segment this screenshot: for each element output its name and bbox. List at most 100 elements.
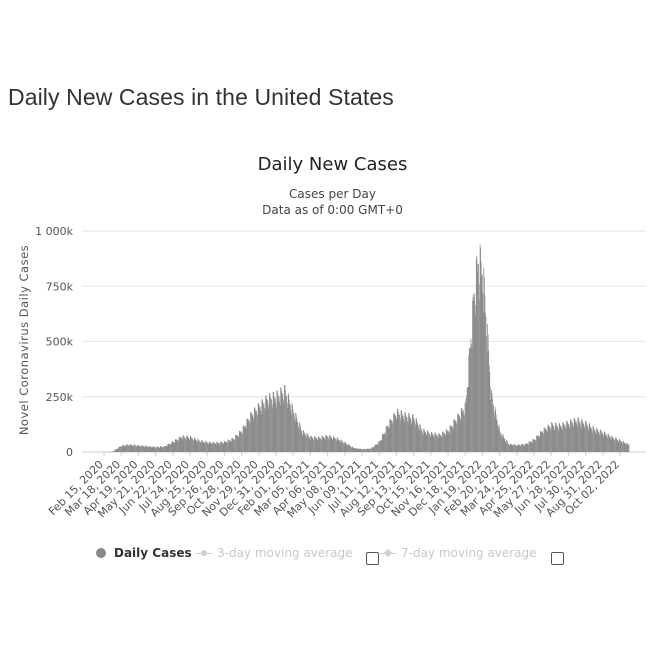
daily-case-bar (253, 420, 255, 452)
daily-case-bar (337, 437, 339, 452)
daily-case-bar (436, 435, 438, 452)
daily-case-bar (147, 447, 149, 452)
daily-case-bar (430, 437, 432, 452)
daily-case-bar (221, 442, 223, 452)
daily-case-bar (507, 442, 508, 452)
daily-case-bar (143, 446, 145, 452)
daily-case-bar (336, 437, 338, 452)
daily-case-bar (565, 429, 567, 452)
daily-case-bar (422, 434, 424, 452)
daily-case-bar (461, 407, 463, 452)
daily-case-bar (271, 399, 272, 452)
daily-case-bar (615, 437, 616, 452)
daily-case-bar (595, 434, 597, 452)
daily-case-bar (581, 419, 583, 452)
daily-case-bar (244, 427, 246, 452)
daily-case-bar (527, 443, 528, 452)
legend-item-daily-cases[interactable]: Daily Cases (96, 546, 192, 560)
daily-case-bar (304, 434, 306, 452)
daily-case-bar (230, 442, 232, 452)
daily-case-bar (478, 264, 479, 452)
daily-case-bar (350, 447, 352, 452)
daily-case-bar (201, 440, 203, 452)
daily-case-bar (410, 418, 412, 452)
daily-case-bar (599, 433, 600, 452)
daily-case-bar (357, 448, 359, 452)
daily-case-bar (563, 423, 565, 452)
legend-item-3-day-average[interactable]: 3-day moving average (196, 546, 352, 560)
daily-case-bar (607, 433, 609, 452)
daily-case-bar (553, 428, 555, 452)
daily-case-bar (535, 440, 537, 452)
daily-case-bar (500, 433, 502, 452)
daily-case-bar (159, 446, 161, 452)
daily-case-bar (542, 431, 543, 452)
daily-case-bar (311, 437, 313, 452)
daily-case-bar (339, 442, 341, 452)
daily-case-bar (169, 443, 171, 452)
daily-case-bar (383, 434, 385, 452)
daily-case-bar (437, 436, 438, 452)
daily-case-bar (135, 445, 136, 452)
daily-case-bar (522, 444, 524, 452)
daily-case-bar (427, 430, 428, 452)
daily-case-bar (160, 446, 162, 452)
3-day-average-checkbox[interactable] (366, 552, 379, 565)
daily-case-bar (469, 347, 471, 452)
daily-case-bar (603, 431, 605, 452)
daily-case-bar (584, 429, 586, 452)
daily-case-bar (163, 446, 165, 452)
daily-case-bar (438, 433, 440, 452)
daily-case-bar (329, 435, 331, 452)
daily-case-bar (245, 428, 247, 452)
daily-case-bar (445, 429, 447, 452)
daily-case-bar (601, 431, 602, 452)
daily-case-bar (580, 427, 582, 452)
daily-case-bar (446, 429, 448, 452)
daily-case-bar (366, 449, 368, 452)
daily-case-bar (482, 292, 484, 452)
daily-case-bar (499, 431, 501, 452)
daily-case-bar (590, 427, 592, 452)
daily-case-bar (474, 305, 476, 452)
daily-case-bar (258, 403, 260, 452)
daily-case-bar (587, 428, 589, 452)
daily-case-bar (589, 423, 591, 452)
daily-case-bar (614, 441, 616, 452)
daily-case-bar (180, 437, 182, 452)
daily-case-bar (381, 440, 383, 452)
daily-case-bar (342, 441, 343, 452)
daily-case-bar (249, 421, 250, 452)
daily-case-bar (335, 439, 337, 452)
daily-case-bar (567, 424, 569, 452)
daily-case-bar (364, 449, 365, 452)
daily-case-bar (194, 438, 196, 452)
daily-case-bar (120, 446, 121, 452)
daily-case-bar (123, 445, 125, 452)
daily-case-bar (222, 442, 223, 452)
daily-case-bar (488, 365, 490, 452)
daily-case-bar (390, 420, 392, 452)
daily-case-bar (329, 434, 330, 452)
daily-case-bar (460, 408, 462, 452)
daily-case-bar (455, 420, 457, 452)
daily-case-bar (213, 442, 215, 452)
daily-case-bar (278, 396, 280, 452)
legend-item-7-day-average[interactable]: 7-day moving average (380, 546, 536, 560)
daily-case-bar (626, 442, 628, 452)
7-day-average-checkbox[interactable] (551, 552, 564, 565)
daily-case-bar (546, 430, 548, 452)
daily-case-bar (241, 433, 243, 452)
daily-case-bar (154, 447, 156, 452)
daily-case-bar (489, 387, 491, 452)
daily-case-bar (281, 395, 283, 452)
daily-case-bar (148, 445, 150, 452)
daily-case-bar (521, 443, 522, 452)
daily-case-bar (438, 433, 440, 452)
daily-case-bar (416, 421, 418, 452)
daily-case-bar (602, 433, 604, 452)
daily-case-bar (318, 436, 320, 452)
daily-case-bar (464, 402, 466, 452)
daily-case-bar (623, 442, 625, 452)
daily-case-bar (114, 449, 116, 452)
